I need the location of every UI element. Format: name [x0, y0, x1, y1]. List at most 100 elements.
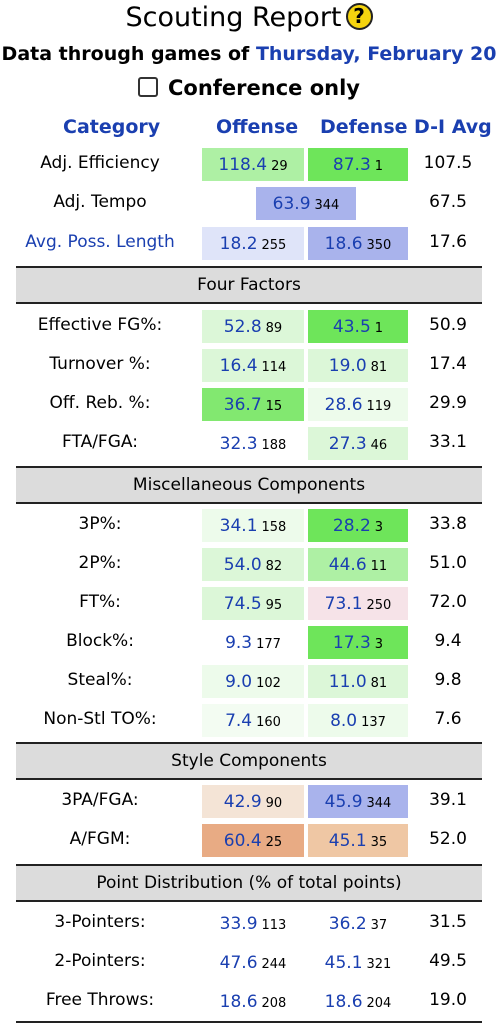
table-row-adj-tempo: Adj. Tempo 63.9 344 67.5 [0, 184, 498, 220]
defense-cell: 11.0 81 [308, 665, 408, 698]
conference-checkbox[interactable] [138, 77, 158, 97]
offense-value[interactable]: 118.4 [218, 155, 268, 175]
column-header-defense[interactable]: Defense [320, 116, 408, 138]
row-label: Effective FG%: [37, 315, 163, 335]
conference-toggle[interactable]: Conference only [0, 76, 498, 100]
offense-value[interactable]: 9.3 [225, 633, 253, 653]
table-row: Turnover %: 16.4 114 19.0 81 17.4 [0, 346, 498, 382]
table-row: Block%: 9.3 177 17.3 3 9.4 [0, 623, 498, 659]
defense-rank: 1 [374, 321, 384, 336]
offense-value[interactable]: 18.6 [219, 992, 258, 1012]
defense-cell: 73.1 250 [308, 587, 408, 620]
row-label: Adj. Tempo [53, 192, 147, 212]
row-label-link[interactable]: Avg. Poss. Length [25, 232, 175, 252]
defense-rank: 250 [366, 598, 392, 613]
offense-rank: 95 [265, 598, 283, 613]
offense-rank: 255 [261, 238, 287, 253]
offense-value[interactable]: 42.9 [223, 792, 262, 812]
subtitle-date-link[interactable]: Thursday, February 20 [255, 43, 497, 65]
defense-value[interactable]: 43.5 [332, 317, 371, 337]
offense-value[interactable]: 7.4 [225, 711, 253, 731]
defense-value[interactable]: 28.6 [324, 395, 363, 415]
d1-avg-value: 33.1 [429, 432, 467, 452]
offense-rank: 29 [271, 159, 288, 174]
column-header-avg[interactable]: D-I Avg [414, 116, 492, 138]
table-row: A/FGM: 60.4 25 45.1 35 52.0 [0, 821, 498, 857]
help-icon[interactable]: ? [345, 3, 373, 30]
defense-value[interactable]: 44.6 [328, 555, 367, 575]
defense-value[interactable]: 19.0 [328, 356, 367, 376]
defense-cell: 45.9 344 [308, 785, 408, 818]
defense-cell: 18.6 350 [308, 227, 408, 260]
subtitle-prefix: Data through games of [1, 43, 250, 65]
table-row: Off. Reb. %: 36.7 15 28.6 119 29.9 [0, 385, 498, 421]
section-header-misc-components: Miscellaneous Components [16, 466, 482, 504]
table-bottom-divider [16, 1021, 482, 1023]
offense-value[interactable]: 60.4 [223, 831, 262, 851]
offense-value[interactable]: 18.2 [219, 234, 258, 254]
defense-value[interactable]: 45.1 [324, 953, 363, 973]
tempo-rank: 344 [314, 198, 340, 213]
row-label: 3PA/FGA: [61, 790, 139, 810]
offense-cell: 118.4 29 [202, 148, 304, 181]
defense-rank: 11 [370, 559, 388, 574]
d1-avg-value: 52.0 [429, 829, 467, 849]
offense-value[interactable]: 52.8 [223, 317, 262, 337]
offense-rank: 160 [256, 715, 281, 730]
offense-rank: 15 [265, 399, 283, 414]
offense-cell: 9.0 102 [202, 665, 304, 698]
defense-value[interactable]: 45.1 [328, 831, 367, 851]
defense-rank: 321 [366, 957, 392, 972]
d1-avg-value: 39.1 [429, 790, 467, 810]
table-row: 2-Pointers: 47.6 244 45.1 321 49.5 [0, 943, 498, 979]
d1-avg-value: 72.0 [429, 592, 467, 612]
d1-avg-value: 31.5 [429, 912, 467, 932]
offense-value[interactable]: 34.1 [219, 516, 258, 536]
offense-value[interactable]: 32.3 [219, 434, 258, 454]
offense-cell: 7.4 160 [202, 704, 304, 737]
defense-cell: 44.6 11 [308, 548, 408, 581]
defense-value[interactable]: 27.3 [328, 434, 367, 454]
column-header-offense[interactable]: Offense [216, 116, 299, 138]
offense-rank: 102 [256, 676, 281, 691]
defense-rank: 3 [374, 637, 384, 652]
offense-cell: 74.5 95 [202, 587, 304, 620]
defense-value[interactable]: 45.9 [324, 792, 363, 812]
offense-rank: 90 [265, 796, 283, 811]
row-label: Free Throws: [45, 990, 155, 1010]
offense-value[interactable]: 54.0 [223, 555, 262, 575]
column-header-category[interactable]: Category [63, 116, 161, 138]
offense-value[interactable]: 16.4 [219, 356, 258, 376]
defense-value[interactable]: 73.1 [324, 594, 363, 614]
offense-value[interactable]: 9.0 [225, 672, 253, 692]
defense-value[interactable]: 17.3 [332, 633, 371, 653]
offense-cell: 60.4 25 [202, 824, 304, 857]
offense-rank: 158 [261, 520, 287, 535]
d1-avg-value: 9.8 [434, 670, 462, 690]
offense-rank: 114 [261, 360, 287, 375]
row-label: Adj. Efficiency [40, 153, 160, 173]
defense-rank: 137 [361, 715, 386, 730]
offense-value[interactable]: 33.9 [219, 914, 258, 934]
defense-value[interactable]: 36.2 [328, 914, 367, 934]
defense-value[interactable]: 28.2 [332, 516, 371, 536]
defense-value[interactable]: 8.0 [330, 711, 358, 731]
defense-value[interactable]: 18.6 [324, 234, 363, 254]
defense-rank: 46 [370, 438, 388, 453]
offense-value[interactable]: 36.7 [223, 395, 262, 415]
d1-avg-value: 29.9 [429, 393, 467, 413]
page-title: Scouting Report? [0, 2, 498, 33]
d1-avg-value: 50.9 [429, 315, 467, 335]
offense-cell: 52.8 89 [202, 310, 304, 343]
defense-value[interactable]: 87.3 [332, 155, 371, 175]
offense-cell: 18.2 255 [202, 227, 304, 260]
defense-value[interactable]: 18.6 [324, 992, 363, 1012]
tempo-value[interactable]: 63.9 [272, 194, 311, 214]
defense-value[interactable]: 11.0 [328, 672, 367, 692]
offense-cell: 9.3 177 [202, 626, 304, 659]
defense-rank: 344 [366, 796, 392, 811]
table-row: 3P%: 34.1 158 28.2 3 33.8 [0, 506, 498, 542]
offense-value[interactable]: 74.5 [223, 594, 262, 614]
offense-rank: 25 [265, 835, 283, 850]
offense-value[interactable]: 47.6 [219, 953, 258, 973]
